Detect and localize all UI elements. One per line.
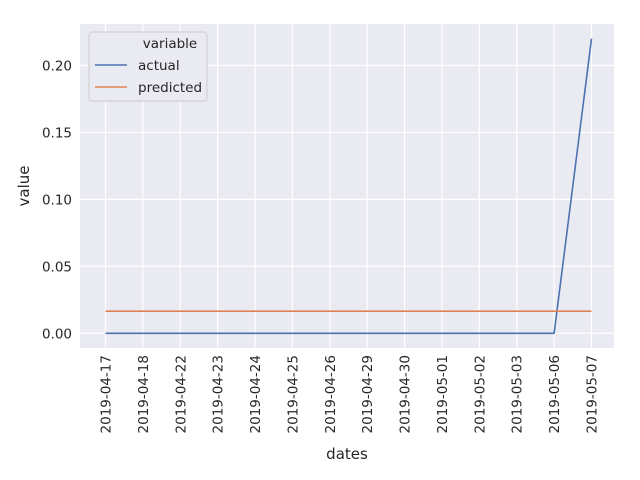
legend-entry-actual: actual: [138, 58, 180, 74]
x-tick-label: 2019-05-02: [472, 355, 488, 433]
legend-box: [88, 31, 208, 102]
x-tick-label: 2019-04-24: [248, 355, 264, 433]
x-tick-label: 2019-05-06: [547, 355, 563, 433]
legend-title: variable: [143, 36, 197, 52]
y-tick-label: 0.10: [42, 192, 72, 208]
x-tick-labels: 2019-04-17 2019-04-18 2019-04-22 2019-04-23…: [99, 355, 601, 433]
x-tick-label: 2019-05-01: [435, 355, 451, 433]
x-tick-label: 2019-05-07: [585, 355, 601, 433]
x-tick-label: 2019-04-18: [136, 355, 152, 433]
x-tick-label: 2019-04-26: [323, 355, 339, 433]
x-tick-label: 2019-04-29: [360, 355, 376, 433]
y-tick-label: 0.20: [42, 59, 72, 75]
y-tick-label: 0.15: [42, 125, 72, 141]
x-tick-label: 2019-04-25: [285, 355, 301, 433]
x-tick-label: 2019-05-03: [510, 355, 526, 433]
series-line-actual: [105, 38, 593, 335]
y-axis-label: value: [15, 166, 33, 207]
y-tick-label: 0.00: [42, 326, 72, 342]
y-tick-label: 0.05: [42, 259, 72, 275]
x-tick-label: 2019-04-30: [398, 355, 414, 433]
legend: variable actual predicted: [88, 31, 208, 102]
x-tick-label: 2019-04-17: [99, 355, 115, 433]
x-axis-label: dates: [326, 445, 368, 463]
legend-entry-predicted: predicted: [138, 80, 202, 96]
y-tick-labels: 0.00 0.05 0.10 0.15 0.20: [42, 59, 72, 343]
series-layer: [105, 38, 593, 335]
x-tick-label: 2019-04-22: [173, 355, 189, 433]
x-tick-label: 2019-04-23: [211, 355, 227, 433]
